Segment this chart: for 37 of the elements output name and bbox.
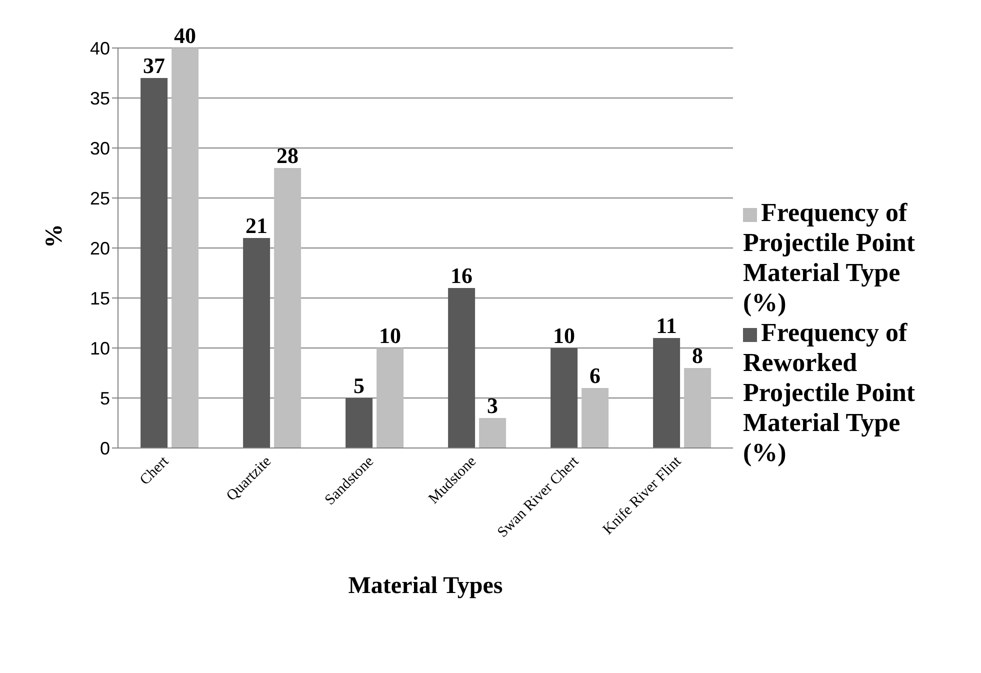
bar [550, 348, 578, 448]
data-label: 5 [354, 373, 365, 398]
y-tick-label: 10 [90, 338, 110, 358]
bar [243, 238, 270, 448]
data-label: 8 [692, 343, 704, 368]
y-tick-label: 20 [90, 238, 110, 258]
data-label: 6 [590, 363, 601, 388]
data-label: 16 [450, 263, 473, 288]
bar [274, 168, 302, 448]
y-tick-label: 40 [90, 38, 110, 58]
bar [582, 388, 609, 448]
y-tick-label: 15 [90, 288, 110, 308]
y-tick-label: 5 [100, 388, 110, 408]
legend-label: Frequency of Reworked Projectile Point Material Type (%) [743, 318, 916, 467]
bar [684, 368, 712, 448]
data-label: 10 [379, 323, 402, 348]
data-label: 11 [656, 313, 677, 338]
data-label: 3 [487, 393, 498, 418]
y-tick-label: 25 [90, 188, 110, 208]
data-label: 40 [174, 23, 196, 48]
data-label: 21 [246, 213, 268, 238]
y-tick-label: 0 [100, 438, 110, 458]
x-axis-title: Material Types [348, 573, 503, 599]
bar [448, 288, 476, 448]
data-label: 10 [553, 323, 576, 348]
y-tick-label: 35 [90, 88, 110, 108]
y-axis-title: % [42, 224, 68, 248]
bar [653, 338, 680, 448]
bar [172, 48, 199, 448]
data-label: 28 [276, 143, 299, 168]
legend-label: Frequency of Projectile Point Material Type (%) [743, 198, 916, 317]
bar [376, 348, 404, 448]
y-tick-label: 30 [90, 138, 110, 158]
bar [479, 418, 506, 448]
bar [140, 78, 168, 448]
data-label: 37 [143, 53, 166, 78]
bar [346, 398, 373, 448]
